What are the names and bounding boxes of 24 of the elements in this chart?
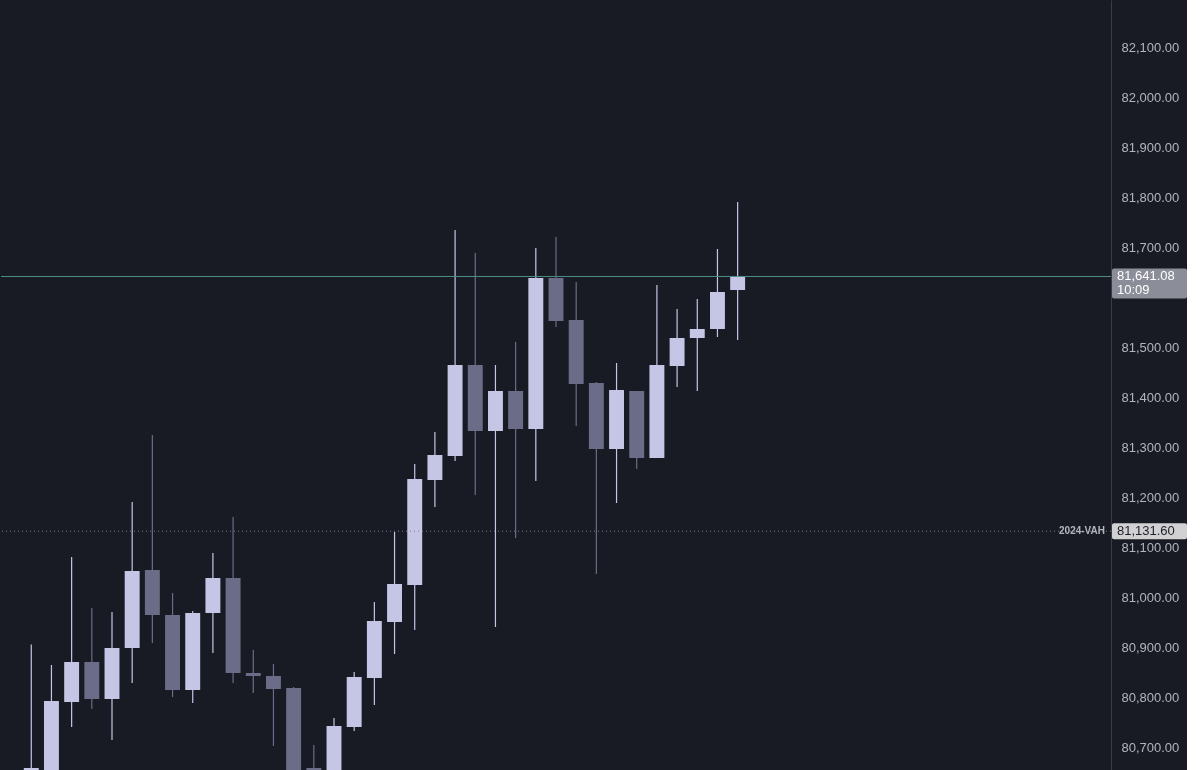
candlestick xyxy=(730,201,746,341)
candlestick xyxy=(245,649,261,694)
y-tick-label: 82,000.00 xyxy=(1121,89,1180,105)
y-tick-label: 81,700.00 xyxy=(1121,239,1180,255)
candlestick xyxy=(689,298,705,392)
y-tick-label: 81,800.00 xyxy=(1121,189,1180,205)
candlestick xyxy=(23,643,39,770)
ref-line-label: 81,641.08 xyxy=(1117,268,1175,284)
y-tick-label: 81,200.00 xyxy=(1121,489,1180,505)
y-tick-label: 82,100.00 xyxy=(1121,39,1180,55)
y-tick-label: 81,400.00 xyxy=(1121,389,1180,405)
y-tick-label: 81,500.00 xyxy=(1121,339,1180,355)
y-tick-label: 80,900.00 xyxy=(1121,639,1180,655)
annotation: 2024-VAH xyxy=(1059,525,1105,537)
y-tick-label: 81,100.00 xyxy=(1121,539,1180,555)
text: 10:09 xyxy=(1117,282,1150,298)
candlestick xyxy=(265,663,281,747)
candlestick xyxy=(306,744,322,770)
y-tick-label: 80,800.00 xyxy=(1121,689,1180,705)
y-tick-label: 80,700.00 xyxy=(1121,739,1180,755)
y-tick-label: 81,900.00 xyxy=(1121,139,1180,155)
ref-line-label: 81,131.60 xyxy=(1117,523,1175,539)
y-tick-label: 81,000.00 xyxy=(1121,589,1180,605)
y-tick-label: 81,300.00 xyxy=(1121,439,1180,455)
